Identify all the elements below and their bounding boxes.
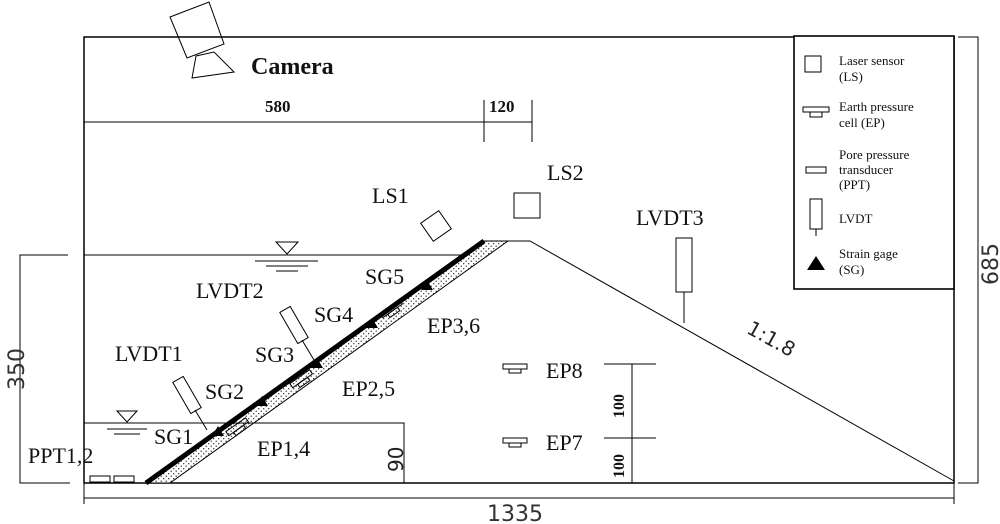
lower-water-level-symbol xyxy=(115,410,139,423)
strain-gage-sg4 xyxy=(366,318,378,328)
ep8-label: EP8 xyxy=(546,358,583,383)
sg1-label: SG1 xyxy=(154,424,193,449)
ep36-label: EP3,6 xyxy=(427,313,480,338)
legend-ppt-icon xyxy=(805,166,827,174)
laser-sensor-ls2 xyxy=(513,192,541,219)
legend-ls-line1: Laser sensor xyxy=(839,53,905,68)
camera-icon xyxy=(169,1,236,79)
camera-label: Camera xyxy=(251,54,334,80)
dim-100a-label: 100 xyxy=(611,394,628,418)
lower-water-level-step xyxy=(84,422,405,483)
strain-gage-sg1 xyxy=(212,426,224,436)
legend-lvdt: LVDT xyxy=(809,198,873,236)
earth-pressure-cell-ep14 xyxy=(225,417,250,437)
legend-ppt-line1: Pore pressure xyxy=(839,147,910,162)
ls2-label: LS2 xyxy=(547,160,584,185)
sg2-label: SG2 xyxy=(205,379,244,404)
strain-gage-sg3 xyxy=(311,358,323,368)
legend-laser-sensor-icon xyxy=(804,55,822,73)
legend-sg-line2: (SG) xyxy=(839,262,864,277)
lvdt2-sensor xyxy=(279,305,309,345)
legend-ppt-line2: transducer xyxy=(839,162,894,177)
legend-ppt-line3: (PPT) xyxy=(839,177,870,192)
dim-1335-label: 1335 xyxy=(487,502,543,524)
upper-water-level-symbol xyxy=(274,241,300,255)
dim-685-bracket xyxy=(958,36,979,484)
sg4-label: SG4 xyxy=(314,302,353,327)
ppt12-label: PPT1,2 xyxy=(28,443,93,468)
pore-pressure-transducer-1 xyxy=(89,475,111,483)
strain-gage-sg5 xyxy=(421,280,433,290)
sg3-label: SG3 xyxy=(255,342,294,367)
earth-pressure-cell-ep7 xyxy=(502,437,528,448)
lvdt2-label: LVDT2 xyxy=(196,278,264,303)
legend-pore-pressure-transducer: Pore pressure transducer (PPT) xyxy=(805,147,910,192)
lvdt3-label: LVDT3 xyxy=(636,205,704,230)
legend-box xyxy=(793,35,955,290)
legend-earth-pressure-cell-icon xyxy=(802,106,830,118)
dim-90-label: 90 xyxy=(384,447,408,472)
dim-350-label: 350 xyxy=(5,348,30,390)
ep14-label: EP1,4 xyxy=(257,436,310,461)
dim-580-label: 580 xyxy=(265,97,291,116)
legend-strain-gage: Strain gage (SG) xyxy=(807,246,898,277)
lvdt3-sensor xyxy=(675,237,693,293)
lvdt1-rod xyxy=(194,409,208,431)
earth-pressure-cell-ep25 xyxy=(289,369,314,389)
dim-100b-label: 100 xyxy=(611,454,628,478)
legend-laser-sensor: Laser sensor (LS) xyxy=(804,53,905,84)
ls1-label: LS1 xyxy=(372,183,409,208)
legend-strain-gage-icon xyxy=(807,256,825,270)
dim-120-label: 120 xyxy=(489,97,515,116)
pore-pressure-transducer-2 xyxy=(113,475,135,483)
ep7-label: EP7 xyxy=(546,430,583,455)
earth-pressure-cell-ep8 xyxy=(502,363,528,374)
lvdt1-sensor xyxy=(172,375,202,415)
legend-ep-line1: Earth pressure xyxy=(839,99,914,114)
legend-ls-line2: (LS) xyxy=(839,69,863,84)
dim-350-bracket xyxy=(19,254,70,484)
ep25-label: EP2,5 xyxy=(342,376,395,401)
legend-ep-line2: cell (EP) xyxy=(839,115,885,130)
legend-earth-pressure-cell: Earth pressure cell (EP) xyxy=(802,99,914,130)
dim-685-label: 685 xyxy=(979,243,1000,285)
slope-ratio-label: 1:1.8 xyxy=(743,316,799,362)
lvdt2-rod xyxy=(301,339,315,361)
sg5-label: SG5 xyxy=(365,264,404,289)
laser-sensor-ls1 xyxy=(419,209,453,243)
legend-sg-line1: Strain gage xyxy=(839,246,898,261)
earth-pressure-cell-ep36 xyxy=(379,299,404,319)
legend-lvdt-line1: LVDT xyxy=(839,211,873,226)
lvdt1-label: LVDT1 xyxy=(115,341,183,366)
strain-gage-sg2 xyxy=(256,396,268,406)
